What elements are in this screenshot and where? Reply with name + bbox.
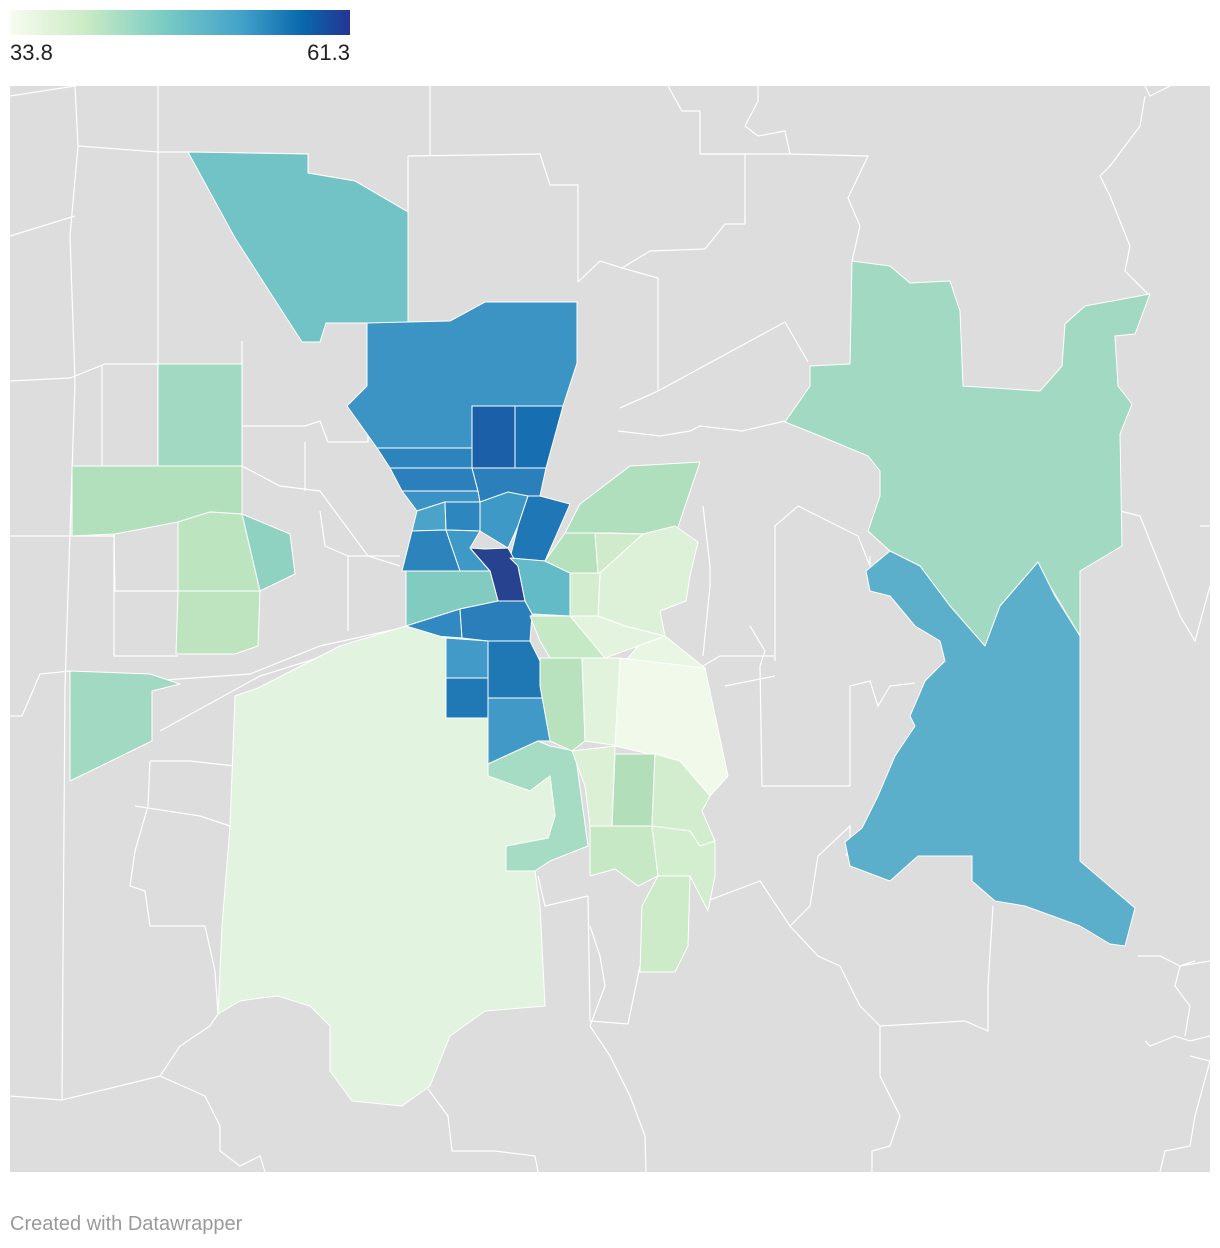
- region-east-pale-2[interactable]: [569, 572, 601, 617]
- color-legend: 33.8 61.3: [10, 10, 350, 70]
- region-south-c3[interactable]: [445, 677, 489, 719]
- region-inner-2[interactable]: [444, 501, 481, 532]
- region-south-c1[interactable]: [445, 637, 489, 679]
- region-center-green-3[interactable]: [611, 753, 656, 827]
- legend-max-label: 61.3: [307, 40, 350, 65]
- region-west-teal-3[interactable]: [69, 670, 181, 782]
- datawrapper-credit: Created with Datawrapper: [10, 1213, 243, 1235]
- region-south-green-3[interactable]: [639, 875, 691, 973]
- region-east-large-teal[interactable]: [784, 260, 1151, 647]
- region-center-south-b[interactable]: [459, 600, 533, 642]
- choropleth-regions[interactable]: [69, 151, 1151, 1107]
- region-strip-1[interactable]: [376, 447, 473, 469]
- region-strip-2[interactable]: [389, 467, 479, 492]
- map-svg[interactable]: [10, 86, 1210, 1172]
- region-north-dark-a[interactable]: [471, 405, 516, 469]
- region-west-teal-2[interactable]: [241, 513, 296, 592]
- region-east-large-blue[interactable]: [844, 550, 1136, 947]
- region-west-teal-1[interactable]: [157, 363, 243, 467]
- legend-gradient-bar: [10, 10, 350, 35]
- region-center-pale-3[interactable]: [581, 657, 621, 747]
- legend-min-label: 33.8: [10, 40, 53, 65]
- choropleth-map[interactable]: [10, 86, 1210, 1172]
- region-south-large-pale[interactable]: [217, 625, 556, 1107]
- map-background-borders: [10, 86, 1210, 1172]
- region-west-green-4[interactable]: [175, 590, 261, 655]
